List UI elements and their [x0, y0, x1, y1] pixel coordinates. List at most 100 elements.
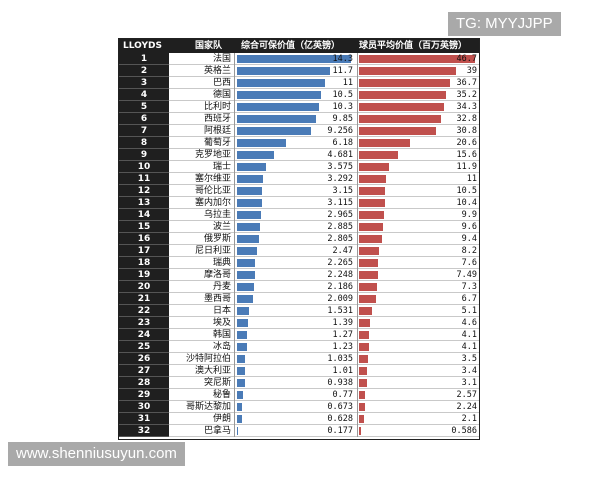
value-series-a: 14.3	[332, 54, 353, 64]
value-series-b: 9.6	[461, 222, 477, 232]
value-series-b: 32.8	[456, 114, 477, 124]
country-label: 沙特阿拉伯	[169, 353, 235, 365]
bar-series-b	[359, 211, 384, 219]
rank-label: 31	[119, 413, 169, 425]
bar-series-a	[237, 295, 253, 303]
rank-label: 30	[119, 401, 169, 413]
value-series-b: 39	[466, 66, 477, 76]
value-series-a: 0.673	[327, 402, 353, 412]
bar-series-b	[359, 163, 389, 171]
column-divider	[357, 341, 358, 353]
bar-series-a	[237, 211, 261, 219]
column-divider	[357, 425, 358, 437]
value-series-b: 7.49	[456, 270, 477, 280]
table-row: 8 葡萄牙 6.18 20.6	[119, 137, 479, 149]
rank-label: 2	[119, 65, 169, 77]
bar-series-b	[359, 175, 387, 183]
column-divider	[357, 245, 358, 257]
value-series-a: 2.009	[327, 294, 353, 304]
rank-label: 17	[119, 245, 169, 257]
value-series-b: 34.3	[456, 102, 477, 112]
bar-series-a	[237, 175, 264, 183]
table-row: 10 瑞士 3.575 11.9	[119, 161, 479, 173]
rank-label: 11	[119, 173, 169, 185]
bar-series-a	[237, 427, 239, 435]
value-series-a: 2.186	[327, 282, 353, 292]
bar-series-a	[237, 415, 242, 423]
header-rank: LLOYDS	[123, 41, 162, 51]
rank-label: 24	[119, 329, 169, 341]
bar-series-a	[237, 391, 244, 399]
country-label: 波兰	[169, 221, 235, 233]
country-label: 阿根廷	[169, 125, 235, 137]
rank-label: 20	[119, 281, 169, 293]
table-row: 29 秘鲁 0.77 2.57	[119, 389, 479, 401]
column-divider	[357, 353, 358, 365]
bar-series-a	[237, 355, 246, 363]
country-label: 俄罗斯	[169, 233, 235, 245]
bar-series-a	[237, 247, 257, 255]
bar-series-a	[237, 259, 256, 267]
column-divider	[357, 137, 358, 149]
rank-label: 27	[119, 365, 169, 377]
bar-series-a	[237, 163, 266, 171]
column-divider	[357, 257, 358, 269]
table-row: 24 韩国 1.27 4.1	[119, 329, 479, 341]
country-label: 比利时	[169, 101, 235, 113]
value-series-a: 3.575	[327, 162, 353, 172]
value-series-b: 7.3	[461, 282, 477, 292]
value-series-a: 1.531	[327, 306, 353, 316]
column-divider	[357, 101, 358, 113]
value-series-a: 6.18	[332, 138, 353, 148]
value-series-a: 0.77	[332, 390, 353, 400]
table-row: 30 哥斯达黎加 0.673 2.24	[119, 401, 479, 413]
rank-label: 3	[119, 77, 169, 89]
value-series-b: 20.6	[456, 138, 477, 148]
value-series-a: 10.5	[332, 90, 353, 100]
value-series-a: 3.15	[332, 186, 353, 196]
column-divider	[357, 377, 358, 389]
column-divider	[357, 53, 358, 65]
header-country: 国家队	[195, 41, 223, 51]
table-row: 22 日本 1.531 5.1	[119, 305, 479, 317]
bar-series-b	[359, 139, 411, 147]
value-series-a: 11	[342, 78, 353, 88]
rank-label: 15	[119, 221, 169, 233]
bar-series-b	[359, 295, 376, 303]
bar-series-a	[237, 283, 255, 291]
value-series-a: 2.47	[332, 246, 353, 256]
table-row: 4 德国 10.5 35.2	[119, 89, 479, 101]
rank-label: 10	[119, 161, 169, 173]
rank-label: 9	[119, 149, 169, 161]
table-row: 1 法国 14.3 46.7	[119, 53, 479, 65]
value-series-a: 10.3	[332, 102, 353, 112]
rank-label: 22	[119, 305, 169, 317]
bar-series-a	[237, 151, 275, 159]
table-row: 23 埃及 1.39 4.6	[119, 317, 479, 329]
bar-series-a	[237, 199, 262, 207]
value-series-b: 3.5	[461, 354, 477, 364]
country-label: 突尼斯	[169, 377, 235, 389]
bar-series-a	[237, 139, 287, 147]
rank-label: 26	[119, 353, 169, 365]
bar-series-b	[359, 367, 368, 375]
value-series-a: 1.035	[327, 354, 353, 364]
value-series-b: 11.9	[456, 162, 477, 172]
column-divider	[357, 185, 358, 197]
bar-series-a	[237, 127, 311, 135]
bar-series-b	[359, 103, 445, 111]
value-series-b: 9.4	[461, 234, 477, 244]
bar-series-b	[359, 223, 383, 231]
value-series-a: 1.27	[332, 330, 353, 340]
country-label: 塞尔维亚	[169, 173, 235, 185]
table-row: 17 尼日利亚 2.47 8.2	[119, 245, 479, 257]
column-divider	[357, 221, 358, 233]
table-row: 28 突尼斯 0.938 3.1	[119, 377, 479, 389]
table-header: LLOYDS 国家队 综合可保价值（亿英镑） 球员平均价值（百万英镑）	[119, 39, 479, 53]
column-divider	[357, 281, 358, 293]
rank-label: 8	[119, 137, 169, 149]
bar-series-a	[237, 187, 263, 195]
country-label: 瑞士	[169, 161, 235, 173]
value-series-a: 11.7	[332, 66, 353, 76]
rank-label: 28	[119, 377, 169, 389]
